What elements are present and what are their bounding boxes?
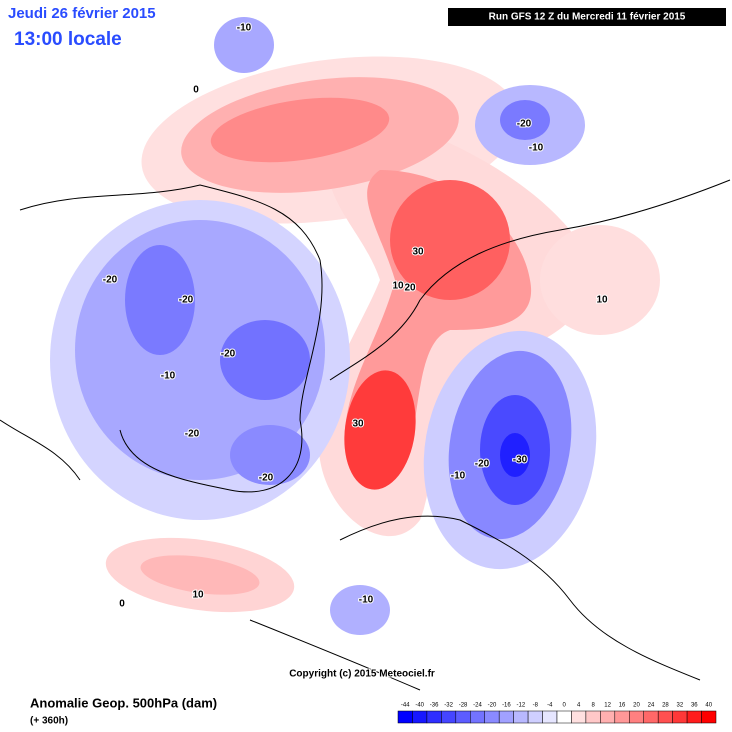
color-swatch <box>701 710 717 724</box>
scale-label: 20 <box>633 703 640 709</box>
contour-label: 10 <box>192 590 204 601</box>
contour-label: -10 <box>237 23 252 34</box>
footer-title: Anomalie Geop. 500hPa (dam) <box>30 695 217 710</box>
scale-label: -24 <box>473 703 482 709</box>
contour-label: 30 <box>412 247 424 258</box>
contour-label: 10 <box>596 295 608 306</box>
contour-label: -20 <box>221 349 236 360</box>
color-swatch <box>542 710 558 724</box>
color-swatch <box>513 710 529 724</box>
forecast-time: 13:00 locale <box>14 29 122 50</box>
color-swatch <box>426 710 442 724</box>
contour-label: 10 <box>392 281 404 292</box>
color-swatch <box>643 710 659 724</box>
color-swatch <box>629 710 644 724</box>
contour-label: -30 <box>513 455 528 466</box>
color-swatch <box>455 710 471 724</box>
scale-label: -44 <box>401 703 410 709</box>
contour-label: -20 <box>259 473 274 484</box>
color-swatch <box>571 710 587 724</box>
contour-label: -20 <box>103 275 118 286</box>
contour-label: -10 <box>161 371 176 382</box>
copyright: Copyright (c) 2015 Meteociel.fr <box>289 669 435 680</box>
color-swatch <box>600 710 616 724</box>
contour-label: -20 <box>185 429 200 440</box>
scale-label: -32 <box>444 703 453 709</box>
color-swatch <box>470 710 485 724</box>
scale-label: -20 <box>488 703 497 709</box>
color-swatch <box>527 710 543 724</box>
color-swatch <box>441 710 457 724</box>
color-swatch <box>397 710 413 724</box>
color-swatch <box>484 710 500 724</box>
scale-label: 0 <box>563 703 567 709</box>
color-swatch <box>585 710 601 724</box>
color-swatch <box>614 710 630 724</box>
scale-label: -16 <box>502 703 511 709</box>
run-label: Run GFS 12 Z du Mercredi 11 février 2015 <box>489 12 686 23</box>
color-swatch <box>412 710 428 724</box>
scale-label: -28 <box>459 703 468 709</box>
scale-label: 24 <box>648 703 655 709</box>
scale-label: 36 <box>691 703 698 709</box>
scale-label: 12 <box>604 703 611 709</box>
scale-label: -8 <box>533 703 539 709</box>
scale-label: -12 <box>517 703 526 709</box>
scale-label: -4 <box>547 703 553 709</box>
scale-label: -36 <box>430 703 439 709</box>
color-scale: -44 -40 -36 -32 -28 -24 -20 -16 -12 -8 -4 0 4 8 12 16 20… <box>397 703 717 724</box>
scale-label: 16 <box>619 703 626 709</box>
contour-label: -20 <box>517 119 532 130</box>
contour-label: -10 <box>529 143 544 154</box>
coastlines <box>0 179 731 691</box>
contour-label: 0 <box>193 85 199 96</box>
contour-label: -10 <box>359 595 374 606</box>
scale-label: 32 <box>677 703 684 709</box>
anomaly-fields <box>50 17 660 635</box>
contour-label: 20 <box>404 283 416 294</box>
contour-label: 0 <box>119 599 125 610</box>
color-swatch <box>686 710 702 724</box>
run-label-box <box>448 8 726 26</box>
color-swatch <box>498 710 514 724</box>
footer-subtitle: (+ 360h) <box>30 716 68 727</box>
contour-label: -20 <box>179 295 194 306</box>
scale-label: 40 <box>705 703 712 709</box>
color-swatch <box>672 710 688 724</box>
scale-label: 8 <box>591 703 595 709</box>
contour-label: 30 <box>352 419 364 430</box>
scale-label: -40 <box>415 703 424 709</box>
scale-label: 4 <box>577 703 581 709</box>
scale-label: 28 <box>662 703 669 709</box>
forecast-date: Jeudi 26 février 2015 <box>8 5 156 22</box>
contour-label: -20 <box>475 459 490 470</box>
contour-label: -10 <box>451 471 466 482</box>
color-swatch <box>556 710 572 724</box>
color-swatch <box>657 710 673 724</box>
